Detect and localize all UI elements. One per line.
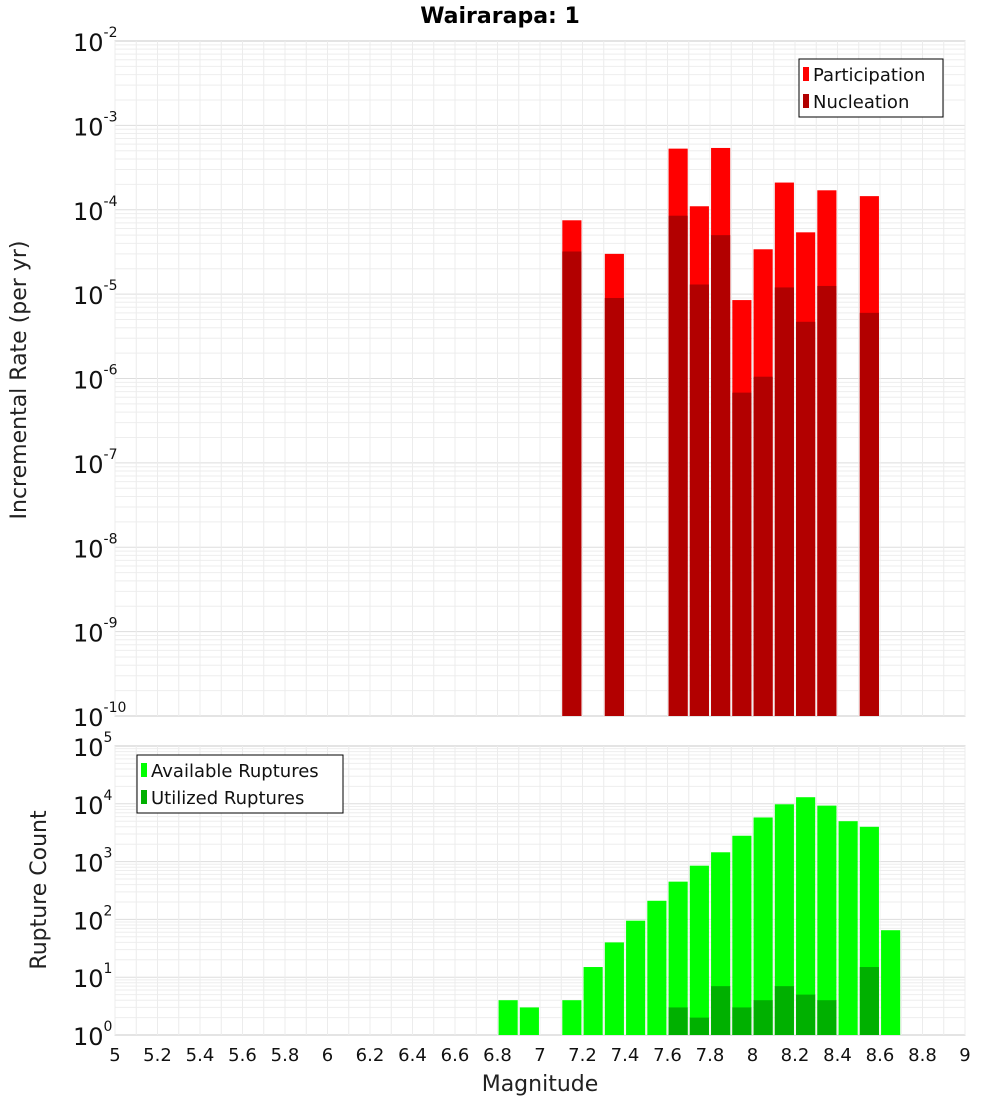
top-y-axis-label: Incremental Rate (per yr) (7, 241, 32, 520)
top-bar-nucleation-10 (859, 312, 879, 716)
top-y-tick-label: 10-5 (73, 278, 118, 310)
bottom-bar-utilized-ruptures-6 (753, 1000, 773, 1035)
top-bar-nucleation-5 (732, 392, 752, 716)
bottom-bar-available-ruptures-7 (668, 881, 688, 1035)
bottom-plot: 100 101 102 103 104 105 Available Ruptures Util… (73, 730, 966, 1051)
bottom-series-1 (668, 967, 879, 1035)
bottom-bar-available-ruptures-10 (732, 835, 752, 1035)
top-legend-label: Participation (813, 65, 925, 86)
x-tick-label: 7.4 (611, 1045, 640, 1066)
x-axis-label: Magnitude (482, 1072, 599, 1097)
x-tick-label: 6.4 (398, 1045, 427, 1066)
chart-title: Wairarapa: 1 (420, 4, 580, 29)
top-y-tick-label: 10-9 (73, 616, 118, 648)
x-tick-label: 8.8 (908, 1045, 937, 1066)
x-tick-label: 7 (534, 1045, 545, 1066)
bottom-bar-available-ruptures-6 (647, 900, 667, 1035)
bottom-bar-available-ruptures-17 (881, 930, 901, 1035)
top-bar-nucleation-9 (817, 285, 837, 716)
top-legend-label: Nucleation (813, 92, 909, 113)
bottom-legend-label: Utilized Ruptures (151, 788, 304, 809)
top-bar-nucleation-4 (711, 235, 731, 716)
bottom-bar-utilized-ruptures-3 (689, 1017, 709, 1035)
x-tick-label: 8.6 (866, 1045, 895, 1066)
x-tick-label: 6 (322, 1045, 333, 1066)
bottom-y-axis-label: Rupture Count (27, 810, 52, 970)
x-tick-label: 5.2 (143, 1045, 172, 1066)
x-tick-label: 5 (109, 1045, 120, 1066)
bottom-bar-available-ruptures-3 (583, 967, 603, 1035)
bottom-y-tick-label: 102 (73, 903, 112, 935)
bottom-bar-utilized-ruptures-2 (668, 1007, 688, 1035)
x-tick-label: 8 (747, 1045, 758, 1066)
bottom-bar-available-ruptures-14 (817, 805, 837, 1035)
bottom-bar-available-ruptures-13 (796, 797, 816, 1035)
x-tick-label: 5.8 (271, 1045, 300, 1066)
bottom-legend: Available Ruptures Utilized Ruptures (136, 754, 344, 814)
bottom-bar-available-ruptures-11 (753, 817, 773, 1035)
top-gridlines (114, 41, 966, 716)
x-tick-label: 7.6 (653, 1045, 682, 1066)
top-plot: 10-10 10-9 10-8 10-7 10-6 10-5 10-4 10-3 10-2 Par… (73, 25, 966, 732)
x-tick-label: 8.2 (781, 1045, 810, 1066)
x-ticks: 5 5.2 5.4 5.6 5.8 6 6.2 6.4 6.6 6.8 7 7.2 7.4 7.6 7.8 8… (109, 1045, 970, 1066)
x-tick-label: 6.8 (483, 1045, 512, 1066)
bottom-y-tick-label: 103 (73, 846, 112, 878)
bottom-bar-available-ruptures-1 (519, 1007, 539, 1035)
top-bar-nucleation-2 (668, 215, 688, 717)
top-y-tick-label: 10-4 (73, 194, 118, 226)
top-bar-nucleation-1 (604, 297, 624, 716)
top-legend-swatch (803, 67, 809, 81)
bottom-y-tick-label: 100 (73, 1019, 112, 1051)
bottom-bar-utilized-ruptures-10 (859, 967, 879, 1035)
bottom-legend-label: Available Ruptures (151, 761, 319, 782)
bottom-bar-available-ruptures-12 (774, 804, 794, 1035)
bottom-y-tick-label: 104 (73, 788, 113, 820)
bottom-bar-utilized-ruptures-5 (732, 1007, 752, 1035)
x-tick-label: 9 (959, 1045, 970, 1066)
top-legend-swatch (803, 94, 809, 108)
bottom-bar-utilized-ruptures-7 (774, 986, 794, 1035)
bottom-bar-available-ruptures-2 (562, 1000, 582, 1035)
bottom-bar-utilized-ruptures-4 (711, 986, 731, 1035)
bottom-bar-available-ruptures-0 (498, 1000, 518, 1035)
top-bar-nucleation-8 (796, 321, 816, 716)
bottom-bar-utilized-ruptures-8 (796, 994, 816, 1035)
bottom-bar-available-ruptures-5 (626, 920, 646, 1035)
top-y-tick-label: 10-10 (73, 700, 126, 732)
x-tick-label: 6.2 (356, 1045, 385, 1066)
x-tick-label: 7.2 (568, 1045, 597, 1066)
top-y-tick-label: 10-2 (73, 25, 118, 57)
x-tick-label: 8.4 (823, 1045, 852, 1066)
top-y-ticks: 10-10 10-9 10-8 10-7 10-6 10-5 10-4 10-3 10-2 (73, 25, 126, 732)
top-y-tick-label: 10-6 (73, 363, 118, 395)
x-tick-label: 6.6 (441, 1045, 470, 1066)
top-legend: Participation Nucleation (798, 58, 944, 118)
x-tick-label: 5.4 (186, 1045, 215, 1066)
bottom-bar-utilized-ruptures-9 (817, 1000, 837, 1035)
top-y-tick-label: 10-8 (73, 531, 118, 563)
bottom-bar-available-ruptures-8 (689, 865, 709, 1035)
bottom-legend-box (136, 754, 344, 814)
x-tick-label: 5.6 (228, 1045, 257, 1066)
top-y-tick-label: 10-7 (73, 447, 118, 479)
top-bar-nucleation-0 (562, 251, 582, 716)
top-bar-nucleation-6 (753, 376, 773, 716)
top-bar-nucleation-7 (774, 287, 794, 716)
top-series-1 (562, 215, 879, 717)
bottom-legend-swatch (141, 763, 147, 777)
bottom-bar-available-ruptures-4 (604, 942, 624, 1035)
top-legend-box (798, 58, 944, 118)
top-bar-nucleation-3 (689, 284, 709, 716)
top-y-tick-label: 10-3 (73, 109, 118, 141)
x-tick-label: 7.8 (696, 1045, 725, 1066)
bottom-legend-swatch (141, 790, 147, 804)
bottom-y-tick-label: 105 (73, 730, 112, 762)
bottom-y-ticks: 100 101 102 103 104 105 (73, 730, 113, 1051)
bottom-y-tick-label: 101 (73, 961, 112, 993)
bottom-bar-available-ruptures-15 (838, 821, 858, 1035)
